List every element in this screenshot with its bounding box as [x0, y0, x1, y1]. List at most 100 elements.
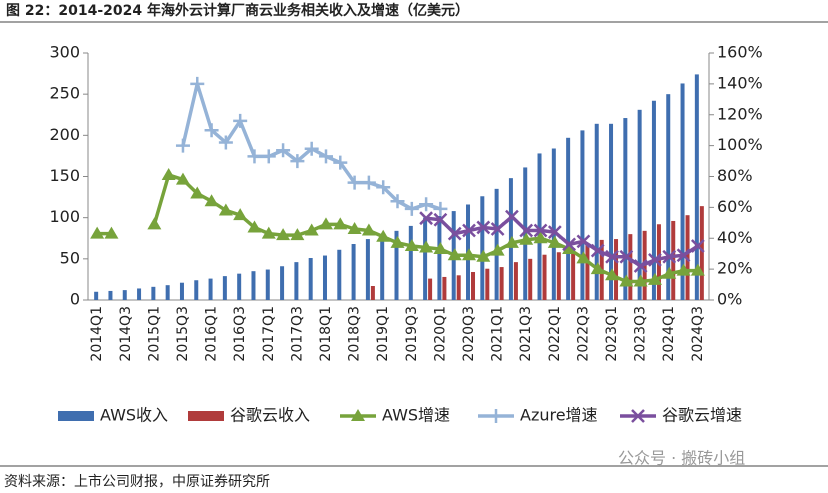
x-tick-label: 2023Q3 [633, 306, 649, 362]
point [190, 76, 205, 91]
bar [666, 94, 671, 301]
y-tick-label: 100 [49, 207, 80, 226]
bar [108, 290, 113, 300]
legend-swatch [188, 411, 224, 421]
bar [513, 262, 518, 300]
point [361, 175, 376, 190]
chart-title: 图 22：2014-2024 年海外云计算厂商云业务相关收入及增速（亿美元） [6, 2, 469, 19]
bar [471, 272, 476, 300]
point [347, 221, 362, 234]
bar [566, 137, 571, 300]
point [204, 194, 219, 207]
bar [637, 109, 642, 300]
point [433, 201, 448, 216]
x-tick-label: 2021Q3 [518, 306, 534, 362]
point [419, 240, 434, 253]
point [490, 243, 505, 256]
point [433, 242, 448, 255]
point [190, 186, 205, 199]
point [333, 217, 348, 230]
legend-label: AWS收入 [100, 406, 168, 425]
point [347, 175, 362, 190]
x-tick-label: 2016Q1 [204, 306, 220, 362]
point [633, 259, 648, 273]
point [175, 172, 190, 185]
bar [428, 278, 433, 300]
point [590, 243, 605, 258]
legend-label: 谷歌云增速 [662, 406, 742, 425]
point [476, 249, 491, 262]
point [318, 217, 333, 230]
point [218, 203, 233, 216]
y2-tick-label: 0% [717, 290, 742, 309]
point [261, 149, 276, 164]
point [590, 262, 605, 275]
point [175, 138, 190, 153]
point [390, 235, 405, 248]
y-tick-label: 300 [49, 43, 80, 62]
point [619, 249, 634, 264]
bar [699, 206, 704, 300]
point [233, 113, 248, 128]
bar [351, 244, 356, 300]
watermark: 公众号 · 搬砖小组 [618, 449, 745, 468]
point [90, 226, 105, 239]
bar [408, 225, 413, 300]
point [333, 155, 348, 170]
x-tick-label: 2019Q1 [375, 306, 391, 362]
x-tick-label: 2014Q3 [118, 306, 134, 362]
bar [528, 258, 533, 300]
point [290, 228, 305, 241]
bar [222, 276, 227, 300]
point [247, 220, 262, 233]
bar [556, 252, 561, 300]
bar [523, 167, 528, 300]
legend-label: Azure增速 [520, 406, 598, 425]
legend-label: 谷歌云收入 [230, 406, 310, 425]
x-tick-label: 2018Q3 [347, 306, 363, 362]
point [161, 167, 176, 180]
bar [280, 266, 285, 300]
point [562, 242, 577, 255]
y2-tick-label: 40% [717, 228, 753, 247]
bar [542, 254, 547, 300]
x-tick-label: 2024Q1 [661, 306, 677, 362]
y-tick-label: 150 [49, 166, 80, 185]
point [619, 274, 634, 287]
bar [380, 236, 385, 300]
bar [485, 268, 490, 300]
bar [322, 255, 327, 300]
bar [337, 249, 342, 300]
y2-tick-label: 120% [717, 104, 763, 123]
point [304, 141, 319, 156]
point [676, 263, 691, 276]
bar [614, 239, 619, 300]
point [533, 223, 548, 238]
x-tick-label: 2018Q1 [318, 306, 334, 362]
point [290, 154, 305, 169]
point [647, 272, 662, 285]
point [576, 234, 591, 249]
point [376, 180, 391, 195]
bar [442, 276, 447, 300]
bar [137, 288, 142, 300]
legend-marker [631, 409, 645, 423]
bar [580, 130, 585, 300]
point [276, 143, 291, 158]
bar [423, 217, 428, 300]
bar [623, 118, 628, 300]
bar [499, 267, 504, 300]
point [276, 228, 291, 241]
point [419, 197, 434, 212]
point [690, 239, 705, 253]
y2-tick-label: 160% [717, 43, 763, 62]
x-tick-label: 2017Q3 [289, 306, 305, 362]
bar [208, 278, 213, 300]
point [519, 232, 534, 245]
point [690, 263, 705, 276]
point [505, 209, 519, 224]
bar [694, 74, 699, 300]
bar [294, 262, 299, 300]
bar [122, 290, 127, 300]
